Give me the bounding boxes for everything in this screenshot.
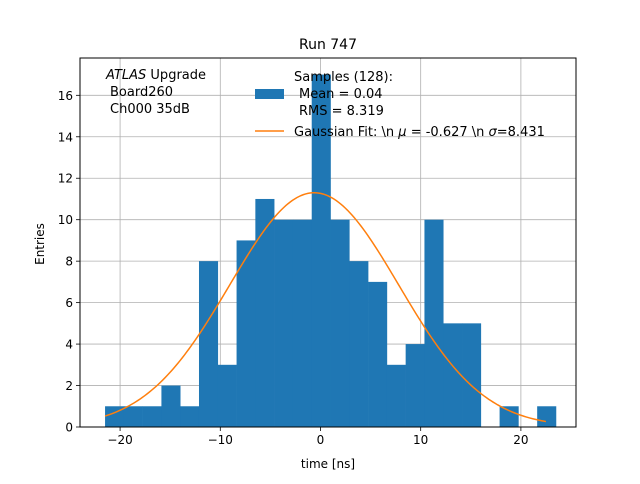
legend-fit-mu-text: = -0.627 \n	[407, 125, 489, 140]
legend-samples-line3: RMS = 8.319	[299, 104, 384, 119]
y-tick-label: 12	[58, 172, 73, 186]
y-axis-ticks: 0 2 4 6 8 10 12 14 16	[58, 89, 80, 435]
histogram-bar	[311, 74, 331, 428]
histogram-bar	[386, 364, 406, 427]
upgrade-word: Upgrade	[150, 68, 206, 83]
y-tick-label: 6	[65, 296, 73, 310]
histogram-bar	[161, 385, 181, 427]
y-tick-label: 8	[65, 255, 73, 269]
histogram-bar	[105, 406, 125, 427]
legend-samples-line2: Mean = 0.04	[299, 87, 383, 102]
x-axis-label: time [ns]	[301, 457, 355, 471]
annotation-line-3: Ch000 35dB	[110, 102, 190, 117]
histogram-bar	[405, 344, 425, 427]
legend-samples-line1: Samples (128):	[294, 70, 393, 85]
annotation-line-1: ATLAS Upgrade	[105, 68, 206, 83]
atlas-word: ATLAS	[105, 68, 146, 83]
histogram-bar	[330, 219, 350, 427]
x-axis-ticks: −20 −10 0 10 20	[107, 427, 529, 447]
y-tick-label: 16	[58, 89, 73, 103]
histogram-bars	[105, 74, 557, 428]
histogram-bar	[443, 323, 463, 427]
histogram-bar	[123, 406, 143, 427]
histogram-bar	[198, 261, 219, 427]
y-tick-label: 14	[58, 130, 73, 144]
histogram-bar	[462, 323, 482, 427]
x-tick-label: 0	[317, 433, 325, 447]
atlas-annotation: ATLAS Upgrade Board260 Ch000 35dB	[105, 68, 206, 117]
x-tick-label: −20	[107, 433, 132, 447]
histogram-bar	[180, 406, 200, 427]
x-tick-label: −10	[208, 433, 233, 447]
y-tick-label: 4	[65, 338, 73, 352]
histogram-bar	[142, 406, 162, 427]
legend-fit-label: Gaussian Fit: \n μ = -0.627 \n σ=8.431	[294, 125, 545, 140]
y-tick-label: 10	[58, 213, 73, 227]
legend: Samples (128): Mean = 0.04 RMS = 8.319 G…	[255, 70, 545, 140]
histogram-bar	[255, 198, 275, 427]
histogram-bar	[499, 406, 519, 427]
chart-title: Run 747	[299, 37, 357, 53]
histogram-bar	[217, 364, 237, 427]
histogram-bar	[292, 219, 313, 427]
legend-fit-sigma-symbol: σ	[489, 125, 498, 140]
histogram-bar	[368, 281, 388, 427]
x-tick-label: 10	[413, 433, 428, 447]
y-axis-label: Entries	[33, 223, 47, 265]
gaussian-fit-line	[104, 191, 547, 423]
histogram-bar	[236, 240, 256, 427]
y-tick-label: 2	[65, 379, 73, 393]
legend-fit-sigma-text: =8.431	[497, 125, 545, 140]
histogram-bar	[349, 261, 369, 427]
histogram-bar	[274, 219, 294, 427]
legend-fit-mu-symbol: μ	[397, 125, 406, 140]
histogram-bar	[537, 406, 557, 427]
legend-bar-swatch	[255, 89, 284, 99]
y-tick-label: 0	[65, 421, 73, 435]
axes-frame	[79, 57, 577, 428]
fit-layer	[104, 191, 547, 423]
x-tick-label: 20	[513, 433, 528, 447]
legend-fit-prefix: Gaussian Fit: \n	[294, 125, 398, 140]
annotation-line-2: Board260	[110, 85, 173, 100]
histogram-bar	[424, 219, 444, 427]
